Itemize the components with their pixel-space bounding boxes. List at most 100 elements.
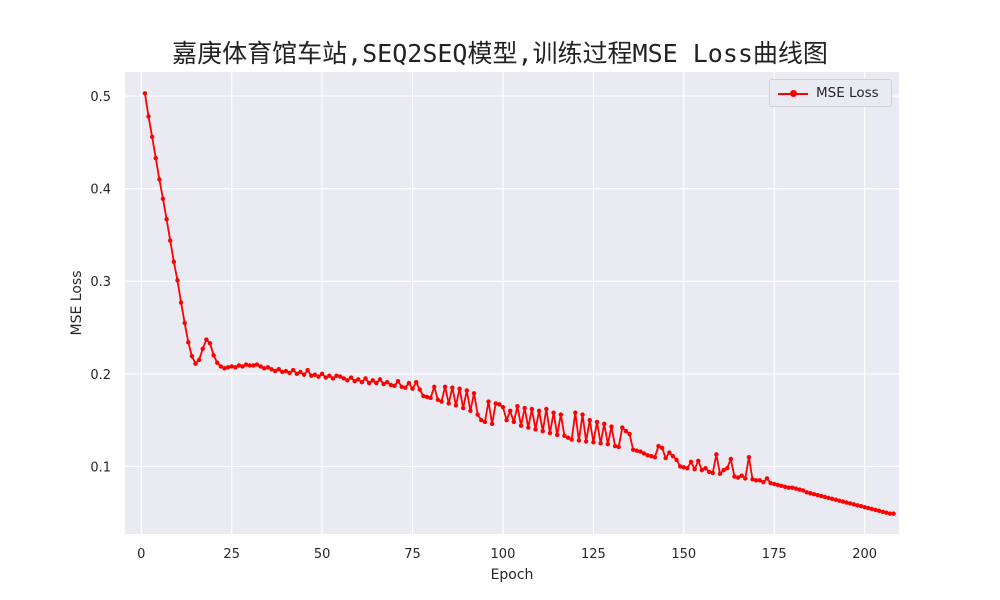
data-point — [674, 457, 679, 463]
data-point — [193, 361, 198, 366]
data-point — [182, 320, 187, 326]
data-point — [446, 401, 451, 406]
data-point — [482, 419, 488, 425]
data-point — [623, 429, 629, 434]
data-point — [551, 410, 556, 415]
data-point — [844, 500, 849, 505]
data-point — [630, 447, 636, 452]
data-point — [450, 385, 455, 390]
data-point — [891, 511, 896, 516]
data-point — [699, 467, 705, 473]
data-point — [721, 467, 726, 473]
legend-label: MSE Loss — [816, 85, 879, 101]
data-point — [392, 383, 397, 389]
data-point — [764, 476, 770, 481]
data-point — [616, 444, 621, 450]
data-point — [356, 377, 361, 382]
data-point — [580, 412, 585, 417]
data-point — [160, 196, 166, 202]
x-tick-label: 175 — [762, 547, 787, 562]
y-tick-label: 0.2 — [90, 368, 111, 383]
data-point — [790, 485, 795, 490]
data-point — [338, 374, 343, 379]
data-point — [374, 380, 379, 386]
data-point — [876, 508, 882, 514]
data-point — [225, 365, 231, 370]
data-point — [294, 371, 299, 377]
data-point — [696, 458, 701, 464]
x-axis-label: Epoch — [491, 567, 534, 583]
data-point — [743, 476, 748, 481]
data-point — [359, 379, 365, 385]
data-point — [746, 454, 752, 460]
data-point — [330, 376, 336, 381]
data-point — [681, 465, 686, 470]
data-point — [236, 363, 242, 368]
data-point — [887, 511, 893, 516]
data-point — [609, 424, 614, 429]
data-point — [522, 405, 527, 411]
data-point — [772, 481, 777, 487]
data-point — [247, 363, 252, 368]
data-point — [855, 503, 860, 508]
data-point — [168, 238, 173, 243]
data-point — [345, 378, 350, 383]
data-point — [583, 439, 589, 444]
data-point — [656, 443, 661, 449]
data-point — [544, 406, 549, 412]
data-point — [298, 369, 303, 375]
x-tick-label: 25 — [223, 547, 240, 562]
data-point — [565, 435, 571, 440]
x-tick-label: 50 — [314, 547, 331, 562]
data-point — [504, 417, 509, 423]
data-point — [659, 445, 665, 451]
data-point — [634, 448, 639, 453]
data-point — [417, 387, 422, 392]
data-point — [750, 477, 755, 482]
data-point — [319, 371, 325, 377]
data-point — [638, 449, 643, 454]
data-point — [649, 454, 654, 459]
data-point — [211, 353, 216, 358]
y-tick-label: 0.5 — [90, 90, 111, 105]
data-point — [276, 367, 281, 372]
data-point — [808, 491, 813, 496]
data-point — [562, 433, 567, 439]
data-point — [804, 490, 809, 495]
data-point — [645, 453, 650, 458]
y-tick-labels: 0.1 0.2 0.3 0.4 0.5 — [90, 90, 111, 475]
data-point — [677, 464, 683, 469]
data-point — [591, 440, 596, 445]
data-point — [189, 354, 195, 359]
data-point — [312, 372, 318, 377]
data-point — [670, 454, 676, 459]
data-point — [706, 469, 712, 475]
data-point — [175, 278, 180, 283]
data-point — [348, 375, 354, 380]
data-point — [251, 363, 256, 368]
data-point — [442, 384, 448, 389]
data-point — [309, 373, 314, 378]
data-point — [811, 491, 817, 497]
data-point — [240, 364, 245, 369]
data-point — [605, 441, 611, 447]
data-point — [413, 379, 419, 385]
data-point — [793, 486, 799, 491]
data-point — [432, 384, 437, 389]
data-point — [786, 485, 791, 490]
data-point — [511, 419, 517, 425]
data-point — [822, 494, 828, 500]
data-point — [149, 134, 155, 140]
data-point — [594, 419, 600, 425]
data-point — [283, 368, 289, 374]
data-point — [587, 417, 592, 423]
data-point — [453, 403, 459, 408]
data-point — [569, 437, 574, 442]
data-point — [464, 388, 469, 393]
data-point — [555, 432, 560, 438]
data-point — [858, 504, 864, 509]
data-point — [493, 401, 498, 406]
data-point — [142, 91, 148, 96]
data-point — [757, 478, 762, 483]
data-point — [153, 155, 158, 161]
